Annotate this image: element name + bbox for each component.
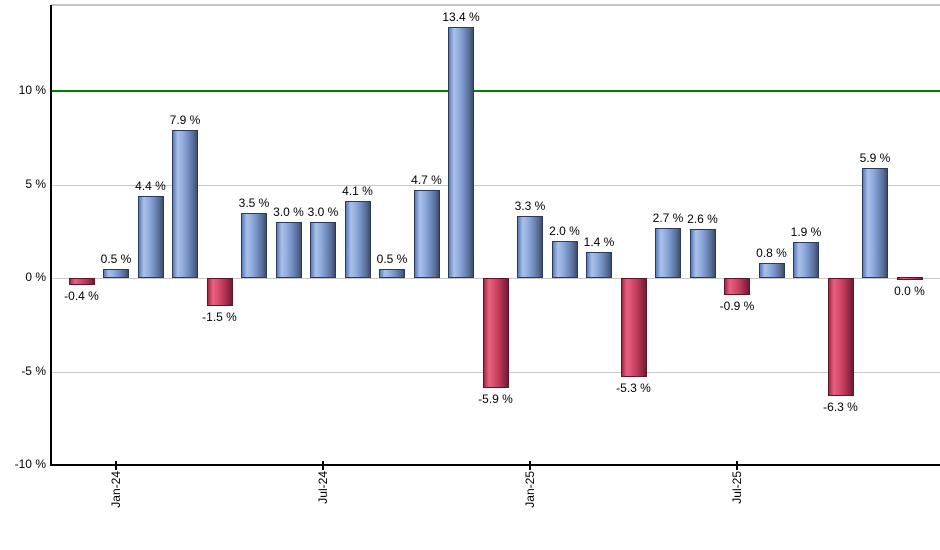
gridline-5pct bbox=[51, 185, 940, 186]
bar-value-label-10: 4.7 % bbox=[411, 173, 442, 187]
bar-23 bbox=[862, 168, 888, 278]
bar-value-label-7: 3.0 % bbox=[307, 205, 339, 219]
bar-4 bbox=[207, 278, 233, 306]
bar-16 bbox=[621, 278, 647, 377]
bar-value-label-3: 7.9 % bbox=[169, 113, 201, 127]
bar-value-label-18: 2.6 % bbox=[687, 212, 718, 226]
bar-value-label-2: 4.4 % bbox=[135, 179, 166, 193]
bar-11 bbox=[448, 27, 474, 278]
y-axis-tick-label--5: -5 % bbox=[21, 364, 46, 378]
bar-value-label-0: -0.4 % bbox=[64, 289, 99, 303]
bar-value-label-15: 1.4 % bbox=[583, 235, 615, 249]
bar-17 bbox=[655, 228, 681, 278]
bar-18 bbox=[690, 229, 716, 278]
bar-22 bbox=[828, 278, 854, 396]
bar-value-label-12: -5.9 % bbox=[478, 392, 513, 406]
bar-7 bbox=[310, 222, 336, 278]
bar-3 bbox=[172, 130, 198, 278]
x-axis-tick-label-0: Jan-24 bbox=[109, 471, 123, 508]
bar-value-label-20: 0.8 % bbox=[756, 246, 787, 260]
bar-6 bbox=[276, 222, 302, 278]
bar-value-label-1: 0.5 % bbox=[100, 252, 132, 266]
x-axis-tick-label-3: Jul-25 bbox=[730, 471, 744, 504]
x-axis-tick-label-2: Jan-25 bbox=[523, 471, 537, 508]
bar-value-label-5: 3.5 % bbox=[238, 196, 270, 210]
bar-value-label-8: 4.1 % bbox=[342, 184, 373, 198]
bar-value-label-22: -6.3 % bbox=[823, 400, 858, 414]
bar-value-label-13: 3.3 % bbox=[514, 199, 546, 213]
bar-0 bbox=[69, 278, 95, 285]
bar-20 bbox=[759, 263, 785, 278]
bar-10 bbox=[414, 190, 440, 278]
bar-24 bbox=[897, 277, 923, 280]
bar-value-label-23: 5.9 % bbox=[859, 151, 891, 165]
bar-14 bbox=[552, 241, 578, 278]
y-axis-line bbox=[50, 5, 52, 466]
x-axis-tick-3 bbox=[736, 461, 738, 470]
bar-2 bbox=[138, 196, 164, 278]
y-axis-tick-label-5: 5 % bbox=[25, 177, 46, 191]
bar-value-label-14: 2.0 % bbox=[549, 224, 580, 238]
plot-top-border bbox=[51, 4, 940, 6]
bar-value-label-24: 0.0 % bbox=[894, 284, 925, 298]
y-axis-tick-label-0: 0 % bbox=[25, 270, 46, 284]
bar-9 bbox=[379, 269, 405, 278]
bar-1 bbox=[103, 269, 129, 278]
y-axis-tick-label-10: 10 % bbox=[18, 83, 46, 97]
bar-value-label-21: 1.9 % bbox=[790, 225, 822, 239]
x-axis-tick-1 bbox=[322, 461, 324, 470]
reference-line-10pct bbox=[51, 90, 940, 92]
bar-13 bbox=[517, 216, 543, 278]
x-axis-tick-0 bbox=[115, 461, 117, 470]
bar-21 bbox=[793, 242, 819, 278]
y-axis-tick-label--10: -10 % bbox=[14, 457, 46, 471]
bar-value-label-6: 3.0 % bbox=[273, 205, 304, 219]
x-axis-tick-label-1: Jul-24 bbox=[316, 471, 330, 504]
bar-12 bbox=[483, 278, 509, 388]
bar-value-label-11: 13.4 % bbox=[442, 10, 480, 24]
bar-value-label-4: -1.5 % bbox=[202, 310, 237, 324]
bar-15 bbox=[586, 252, 612, 278]
bar-8 bbox=[345, 201, 371, 278]
bar-value-label-16: -5.3 % bbox=[616, 381, 651, 395]
x-axis-line bbox=[50, 464, 940, 466]
bar-5 bbox=[241, 213, 267, 278]
x-axis-tick-2 bbox=[529, 461, 531, 470]
bar-value-label-19: -0.9 % bbox=[719, 299, 755, 313]
bar-value-label-9: 0.5 % bbox=[376, 252, 408, 266]
bar-19 bbox=[724, 278, 750, 295]
bar-value-label-17: 2.7 % bbox=[652, 211, 684, 225]
